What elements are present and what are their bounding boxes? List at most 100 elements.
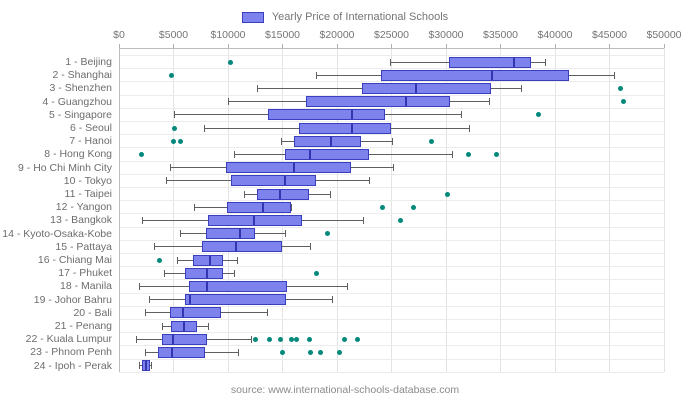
box[interactable]: [268, 109, 385, 121]
outlier-dot[interactable]: [397, 217, 403, 223]
outlier-dot[interactable]: [493, 151, 499, 157]
box[interactable]: [306, 96, 451, 108]
box[interactable]: [193, 254, 223, 266]
box[interactable]: [141, 360, 150, 372]
x-axis-tick-label: $45000: [591, 29, 628, 41]
box[interactable]: [161, 333, 208, 345]
x-gridline: [173, 48, 174, 373]
outlier-dot[interactable]: [536, 112, 542, 118]
outlier-dot[interactable]: [277, 336, 283, 342]
outlier-dot[interactable]: [342, 336, 348, 342]
y-axis-category-label: 14 - Kyoto-Osaka-Kobe: [2, 227, 112, 240]
box[interactable]: [171, 320, 198, 332]
legend-swatch: [241, 11, 264, 23]
outlier-dot[interactable]: [227, 59, 233, 65]
y-axis-category-label: 22 - Kuala Lumpur: [25, 333, 112, 346]
box[interactable]: [449, 56, 532, 68]
x-gridline: [554, 48, 556, 373]
outlier-dot[interactable]: [617, 85, 623, 91]
outlier-dot[interactable]: [308, 349, 314, 355]
row-gridline: [119, 120, 664, 122]
outlier-dot[interactable]: [171, 138, 176, 144]
median-line: [414, 83, 417, 93]
outlier-dot[interactable]: [177, 138, 183, 144]
box[interactable]: [185, 267, 223, 279]
outlier-dot[interactable]: [313, 270, 319, 276]
row-gridline: [119, 358, 664, 360]
y-axis-category-label: 10 - Tokyo: [63, 174, 112, 187]
whisker-cap-high: [207, 322, 209, 330]
whisker-cap-high: [237, 256, 239, 264]
box[interactable]: [201, 241, 283, 253]
outlier-dot[interactable]: [294, 336, 300, 342]
outlier-dot[interactable]: [288, 336, 294, 342]
whisker-cap-high: [310, 243, 312, 251]
box[interactable]: [170, 307, 222, 319]
box[interactable]: [257, 188, 309, 200]
x-axis-tick: [227, 44, 229, 48]
outlier-dot[interactable]: [139, 151, 145, 157]
median-line: [181, 308, 184, 318]
outlier-dot[interactable]: [172, 125, 178, 131]
x-axis-tick-label: $40000: [537, 29, 573, 41]
outlier-dot[interactable]: [324, 231, 330, 237]
outlier-dot[interactable]: [266, 336, 272, 342]
box[interactable]: [298, 122, 392, 134]
box[interactable]: [294, 135, 361, 147]
box[interactable]: [225, 162, 352, 174]
outlier-dot[interactable]: [380, 204, 386, 210]
outlier-dot[interactable]: [410, 204, 416, 210]
y-axis-category-label: 4 - Guangzhou: [42, 95, 112, 108]
outlier-dot[interactable]: [307, 336, 313, 342]
outlier-dot[interactable]: [168, 72, 174, 78]
box[interactable]: [206, 228, 256, 240]
x-axis-tick-label: $50000: [646, 29, 682, 41]
box[interactable]: [380, 69, 570, 81]
outlier-dot[interactable]: [429, 138, 435, 144]
outlier-dot[interactable]: [444, 191, 450, 197]
whisker-cap-low: [144, 348, 146, 356]
whisker-cap-low: [174, 111, 176, 119]
box[interactable]: [226, 201, 292, 213]
whisker-cap-high: [266, 309, 268, 317]
x-axis-tick: [500, 44, 501, 48]
x-axis-tick-label: $10000: [210, 29, 246, 41]
outlier-dot[interactable]: [355, 336, 361, 342]
outlier-dot[interactable]: [156, 257, 162, 263]
outlier-dot[interactable]: [318, 349, 324, 355]
median-line: [513, 57, 516, 67]
x-axis-line: [119, 47, 664, 49]
whisker-cap-low: [256, 84, 258, 92]
legend[interactable]: Yearly Price of International Schools: [0, 9, 690, 25]
outlier-dot[interactable]: [280, 349, 285, 355]
box[interactable]: [188, 280, 287, 292]
x-axis-tick-label: $0: [113, 29, 125, 41]
median-line: [278, 189, 281, 199]
box[interactable]: [362, 82, 491, 94]
whisker-cap-high: [469, 124, 471, 132]
box[interactable]: [284, 148, 369, 160]
whisker-cap-low: [389, 58, 391, 66]
row-gridline: [119, 266, 664, 268]
median-line: [239, 229, 242, 239]
outlier-dot[interactable]: [466, 151, 472, 157]
y-axis-category-label: 6 - Seoul: [69, 122, 112, 134]
legend-label: Yearly Price of International Schools: [271, 11, 449, 23]
box[interactable]: [158, 346, 206, 358]
box[interactable]: [208, 214, 303, 226]
whisker-cap-low: [169, 164, 171, 172]
y-axis-category-label: 9 - Ho Chi Minh City: [18, 161, 112, 174]
box[interactable]: [185, 294, 286, 306]
outlier-dot[interactable]: [336, 349, 342, 355]
outlier-dot[interactable]: [252, 336, 258, 342]
whisker-cap-high: [369, 177, 371, 185]
whisker-cap-high: [234, 269, 236, 277]
box[interactable]: [231, 175, 317, 187]
row-gridline: [119, 252, 664, 254]
whisker-cap-low: [243, 190, 245, 198]
whisker-cap-high: [452, 150, 454, 158]
x-axis-tick: [336, 44, 338, 48]
y-axis-category-label: 8 - Hong Kong: [44, 148, 112, 161]
whisker-cap-low: [139, 282, 141, 290]
outlier-dot[interactable]: [621, 99, 627, 105]
